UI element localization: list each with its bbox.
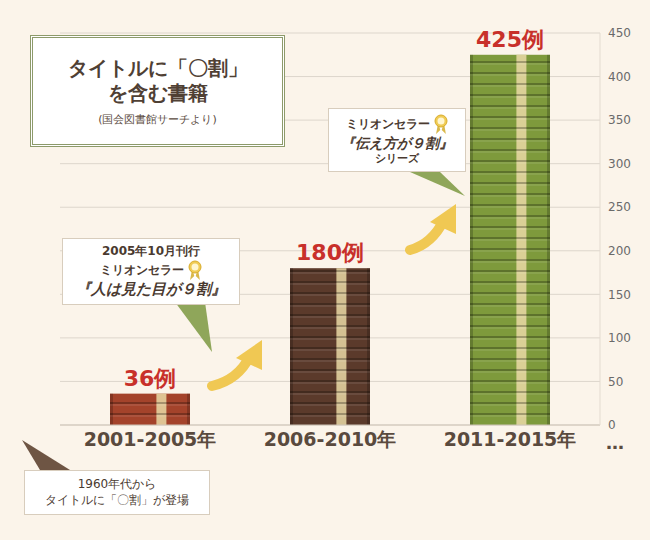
html-text:『人は見た目が９割』: 『人は見た目が９割』 — [76, 279, 226, 298]
html-text:タイトルに「〇割」を含む書籍: タイトルに「〇割」を含む書籍 — [67, 55, 248, 105]
svg-text:400: 400 — [608, 70, 631, 84]
svg-text:350: 350 — [608, 113, 631, 127]
html-text:シリーズ: シリーズ — [375, 152, 419, 166]
svg-text:250: 250 — [608, 200, 631, 214]
svg-text:180例: 180例 — [296, 240, 364, 265]
svg-text:2001-2005年: 2001-2005年 — [84, 428, 217, 450]
html-text:1960年代から: 1960年代から — [77, 477, 157, 491]
svg-text:36例: 36例 — [124, 366, 177, 391]
html-text:ミリオンセラー: ミリオンセラー — [100, 262, 184, 277]
svg-text:2006-2010年: 2006-2010年 — [264, 428, 397, 450]
svg-text:2011-2015年: 2011-2015年 — [444, 428, 577, 450]
html-text:ミリオンセラー: ミリオンセラー — [346, 116, 430, 131]
html-text:2005年10月刊行: 2005年10月刊行 — [101, 244, 200, 258]
html-text:タイトルに「〇割」が登場: タイトルに「〇割」が登場 — [45, 492, 189, 507]
svg-text:200: 200 — [608, 244, 631, 258]
html-text:(国会図書館サーチより): (国会図書館サーチより) — [98, 112, 217, 126]
svg-text:50: 50 — [608, 375, 623, 389]
svg-text:100: 100 — [608, 331, 631, 345]
svg-text:425例: 425例 — [476, 27, 544, 52]
svg-text:450: 450 — [608, 26, 631, 40]
svg-text:0: 0 — [608, 418, 616, 432]
svg-text:300: 300 — [608, 157, 631, 171]
html-text:『伝え方が９割』: 『伝え方が９割』 — [341, 135, 453, 151]
svg-text:150: 150 — [608, 288, 631, 302]
